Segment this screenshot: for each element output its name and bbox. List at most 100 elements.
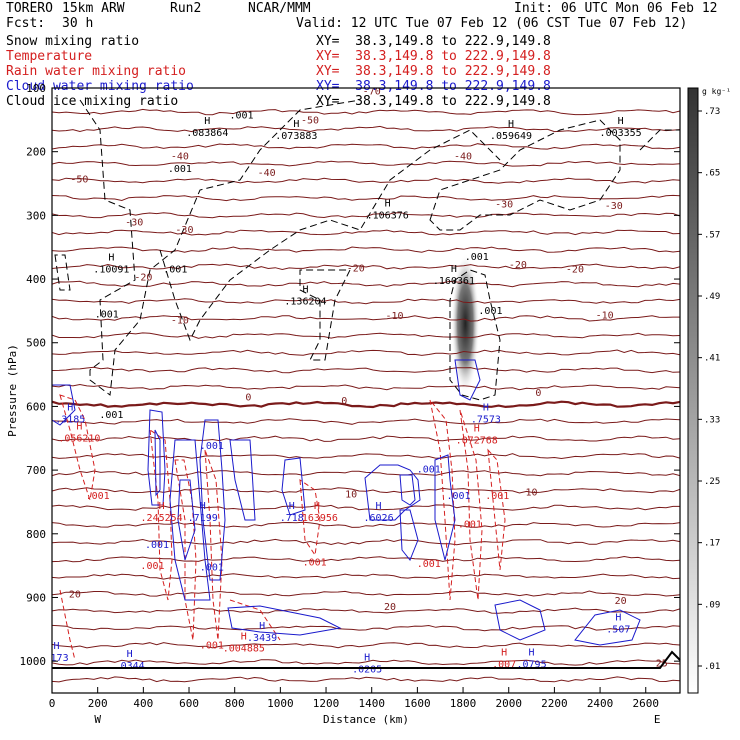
isotherm-line [52, 143, 680, 150]
field-xy-range: XY= 38.3,149.8 to 222.9,149.8 [316, 79, 551, 94]
maximum-value: .245254 [141, 513, 183, 524]
isotherm-label: -20 [134, 272, 152, 283]
isotherm-line [52, 229, 680, 236]
x-tick-label: 1000 [267, 697, 294, 710]
contour-label: .001 [485, 491, 509, 502]
colorbar-tick-label: .57 [704, 230, 720, 240]
isotherm-line [52, 332, 680, 339]
maximum-marker: H [302, 285, 308, 296]
org-label: NCAR/MMM [248, 1, 311, 16]
isotherm-line [52, 521, 680, 528]
isotherm-label: 10 [526, 488, 538, 499]
isotherm-line [52, 246, 680, 253]
maximum-marker: H [67, 402, 73, 413]
rain-water-contour [487, 448, 506, 571]
field-name: Temperature [6, 49, 93, 64]
x-end-label-west: W [94, 713, 101, 726]
maximum-value: .718 [280, 513, 304, 524]
y-axis-title: Pressure (hPa) [6, 344, 19, 437]
y-tick-label: 400 [26, 273, 46, 286]
maximum-marker: H [501, 648, 507, 659]
y-tick-label: 500 [26, 337, 46, 350]
isotherm-line [52, 383, 680, 391]
maximum-value: .136204 [284, 297, 326, 308]
isotherm-label: 20 [384, 602, 396, 613]
field-name: Cloud water mixing ratio [6, 79, 194, 94]
isotherm-line [52, 212, 680, 219]
rain-water-contour [174, 459, 197, 641]
x-tick-label: 2000 [495, 697, 522, 710]
isotherm-label: -30 [125, 218, 143, 229]
field-xy-range: XY= 38.3,149.8 to 222.9,149.8 [316, 64, 551, 79]
colorbar [687, 87, 699, 694]
y-tick-label: 600 [26, 400, 46, 413]
maximum-value: .160361 [433, 276, 475, 287]
isotherm-label: -10 [386, 311, 404, 322]
isotherm-line [52, 125, 680, 133]
y-tick-label: 1000 [20, 655, 47, 668]
maximum-marker: H [376, 501, 382, 512]
colorbar-tick-label: .01 [704, 662, 720, 672]
snow-shaded-maximum [451, 253, 480, 394]
maximum-marker: H [474, 423, 480, 434]
maximum-value: .163956 [296, 513, 338, 524]
isotherm-label: -30 [495, 200, 513, 211]
snow-ice-contour [299, 269, 351, 361]
field-name: Cloud ice mixing ratio [6, 94, 179, 109]
maximum-marker: H [127, 649, 133, 660]
valid-time: Valid: 12 UTC Tue 07 Feb 12 (06 CST Tue … [296, 16, 688, 31]
rain-water-contour [204, 449, 223, 641]
maximum-value: .106376 [367, 211, 409, 222]
isotherm-label: 20 [615, 596, 627, 607]
forecast-hour: 30 h [62, 16, 94, 31]
isotherm-line [52, 418, 680, 425]
field-xy-range: XY= 38.3,149.8 to 222.9,149.8 [316, 34, 551, 49]
x-tick-label: 200 [88, 697, 108, 710]
cloud-water-contour [154, 429, 161, 497]
isotherm-line [52, 573, 680, 580]
plot-frame [51, 87, 681, 694]
isotherm-line [52, 538, 680, 546]
isotherm-label: -20 [347, 263, 365, 274]
colorbar-tick-label: .25 [704, 477, 720, 487]
isotherm-label: -10 [171, 316, 189, 327]
maximum-value: .007 [492, 660, 516, 671]
maximum-marker: H [204, 116, 210, 127]
colorbar-tick-label: .73 [704, 107, 720, 117]
isotherm-line [52, 263, 680, 271]
isotherm-label: -20 [509, 260, 527, 271]
isotherm-line [52, 659, 680, 666]
x-tick-label: 1600 [404, 697, 431, 710]
isotherm-label: -30 [175, 225, 193, 236]
contour-label: .001 [446, 491, 470, 502]
snow-ice-contour [449, 269, 501, 401]
colorbar-tick-label: .49 [704, 292, 720, 302]
colorbar-tick-label: .09 [704, 600, 720, 610]
cloud-water-contour [147, 409, 166, 506]
rain-water-contour [59, 589, 76, 661]
run-label: Run2 [170, 1, 202, 16]
maximum-value: .056210 [58, 433, 100, 444]
cloud-water-contour [227, 605, 342, 636]
rain-water-contour [299, 479, 321, 557]
cloud-water-contour [454, 359, 481, 401]
y-tick-label: 700 [26, 464, 46, 477]
maximum-value: .072768 [456, 435, 498, 446]
cloud-water-contour [169, 439, 211, 601]
isotherm-label: 0 [245, 393, 251, 404]
x-tick-label: 2600 [632, 697, 659, 710]
y-tick-label: 800 [26, 528, 46, 541]
contour-label: .001 [99, 410, 123, 421]
maximum-value: .7199 [188, 513, 218, 524]
colorbar-tick-label: .65 [704, 169, 720, 179]
maximum-value: .003355 [600, 128, 642, 139]
contour-label: .001 [478, 306, 502, 317]
terrain-line [52, 650, 681, 669]
maximum-value: .073883 [275, 131, 317, 142]
isotherm-label: 20 [69, 589, 81, 600]
maximum-marker: H [451, 264, 457, 275]
x-tick-label: 2200 [541, 697, 568, 710]
isotherm-line [52, 435, 680, 442]
isotherm-line [52, 590, 680, 597]
